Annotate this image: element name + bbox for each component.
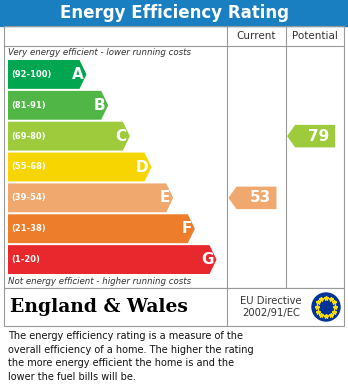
Text: (69-80): (69-80)	[11, 132, 46, 141]
Text: (92-100): (92-100)	[11, 70, 52, 79]
Text: Energy Efficiency Rating: Energy Efficiency Rating	[60, 4, 288, 22]
Polygon shape	[287, 125, 335, 147]
Polygon shape	[8, 245, 216, 274]
Bar	[4, 26, 344, 288]
Bar	[4, 288, 344, 326]
Circle shape	[312, 293, 340, 321]
Text: C: C	[116, 129, 127, 143]
Text: (39-54): (39-54)	[11, 194, 46, 203]
Polygon shape	[8, 152, 151, 181]
Bar	[0, 0, 348, 26]
Polygon shape	[8, 91, 108, 120]
Polygon shape	[8, 122, 130, 151]
Text: Potential: Potential	[292, 31, 338, 41]
Text: 53: 53	[250, 190, 271, 205]
Text: Current: Current	[237, 31, 276, 41]
Text: 79: 79	[308, 129, 330, 143]
Polygon shape	[228, 187, 276, 209]
Text: (55-68): (55-68)	[11, 163, 46, 172]
Polygon shape	[8, 183, 173, 212]
Text: A: A	[72, 67, 84, 82]
Text: Very energy efficient - lower running costs: Very energy efficient - lower running co…	[8, 48, 191, 57]
Text: B: B	[94, 98, 105, 113]
Text: (81-91): (81-91)	[11, 101, 46, 110]
Text: The energy efficiency rating is a measure of the
overall efficiency of a home. T: The energy efficiency rating is a measur…	[8, 331, 254, 382]
Text: (21-38): (21-38)	[11, 224, 46, 233]
Text: E: E	[160, 190, 170, 205]
Text: England & Wales: England & Wales	[10, 298, 188, 316]
Polygon shape	[8, 60, 87, 89]
Text: F: F	[182, 221, 192, 236]
Text: G: G	[201, 252, 214, 267]
Text: D: D	[136, 160, 149, 174]
Text: EU Directive
2002/91/EC: EU Directive 2002/91/EC	[240, 296, 302, 318]
Text: (1-20): (1-20)	[11, 255, 40, 264]
Text: Not energy efficient - higher running costs: Not energy efficient - higher running co…	[8, 277, 191, 286]
Polygon shape	[8, 214, 195, 243]
